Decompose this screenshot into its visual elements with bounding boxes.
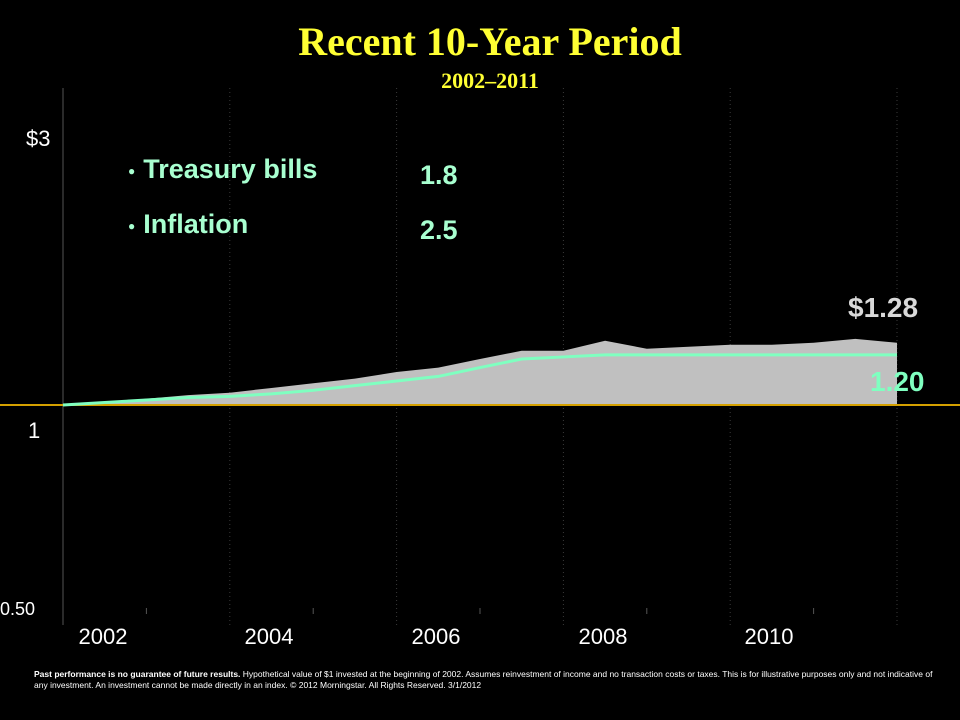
y-tick-label: 1 xyxy=(28,418,41,443)
inflation-line xyxy=(62,353,897,407)
legend-item-treasury-bills: ● Treasury bills xyxy=(128,154,317,185)
treasury-bills-area xyxy=(63,338,897,405)
legend-label: Treasury bills xyxy=(143,154,318,184)
footnote-disclaimer: Past performance is no guarantee of futu… xyxy=(34,669,241,679)
legend-label: Inflation xyxy=(143,209,249,239)
bullet-icon: ● xyxy=(128,163,136,178)
end-value-treasury-bills: $1.28 xyxy=(848,292,919,323)
end-value-inflation: 1.20 xyxy=(870,366,925,397)
y-tick-label: 0.50 xyxy=(0,599,36,619)
x-tick-label: 2010 xyxy=(744,624,794,649)
bullet-icon: ● xyxy=(128,218,136,233)
chart-subtitle: 2002–2011 xyxy=(441,68,539,93)
legend-item-inflation: ● Inflation xyxy=(128,209,248,240)
x-tick-label: 2002 xyxy=(78,624,128,649)
footnote-text: Hypothetical value of $1 invested at the… xyxy=(34,669,933,690)
x-tick-label: 2008 xyxy=(578,624,628,649)
x-tick-label: 2006 xyxy=(411,624,461,649)
legend-value-treasury-bills: 1.8 xyxy=(420,160,458,190)
legend-value-inflation: 2.5 xyxy=(420,215,458,245)
y-tick-label: $3 xyxy=(26,126,51,151)
chart-title: Recent 10-Year Period xyxy=(298,19,682,64)
x-tick-label: 2004 xyxy=(244,624,294,649)
footnote: Past performance is no guarantee of futu… xyxy=(34,669,934,691)
